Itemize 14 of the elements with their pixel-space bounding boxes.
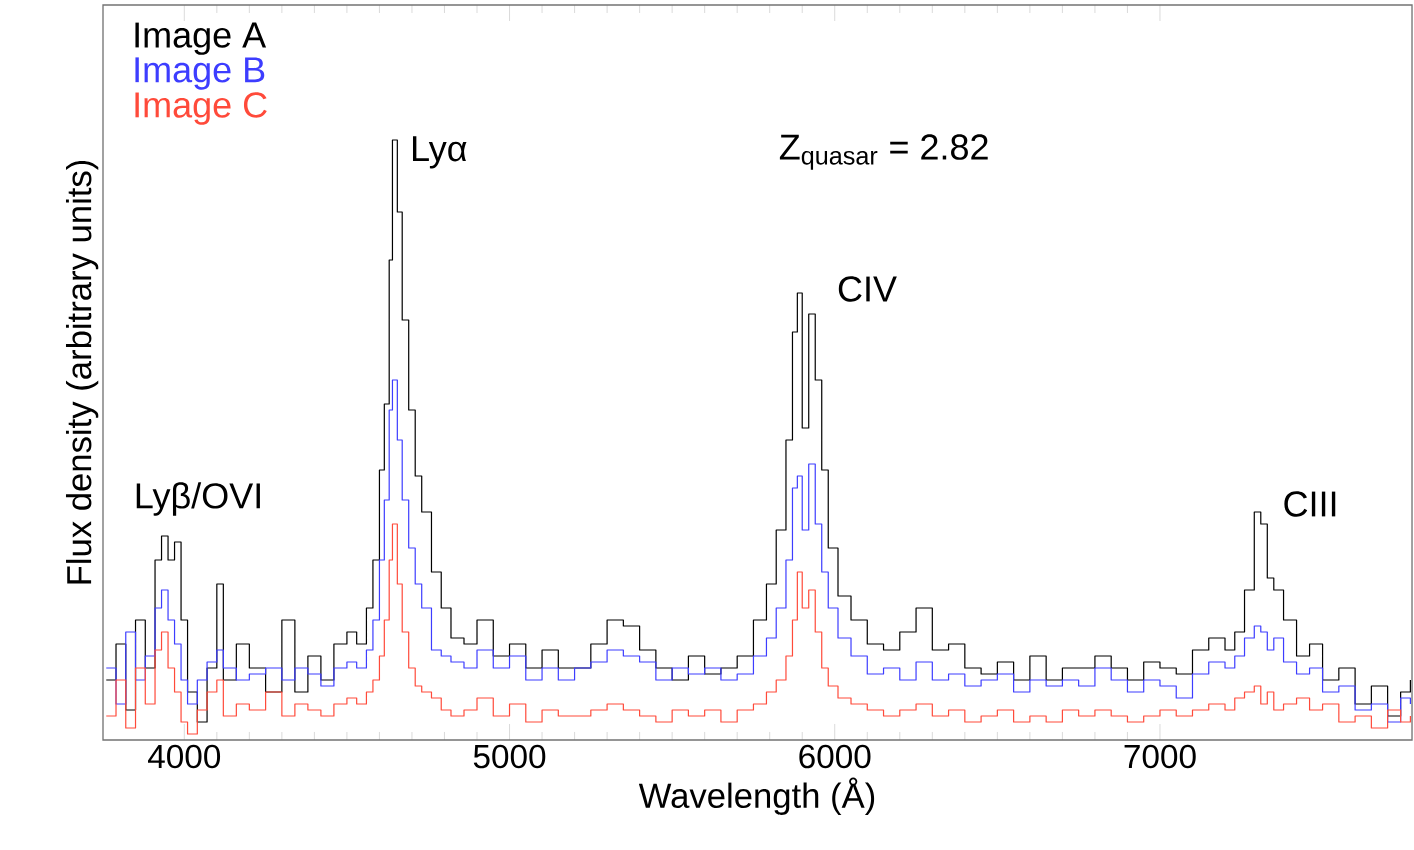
y-axis-title: Flux density (arbitrary units) [65,160,99,584]
x-tick-label: 7000 [1124,744,1196,769]
text: Image A [135,22,267,55]
x-axis-title: Wavelength (Å) [638,777,875,815]
annotation: CIV [838,276,897,302]
x-tick-label: 6000 [799,744,871,769]
annotation: Lyα [413,136,467,169]
annotation: CIII [1284,491,1336,517]
annotation: Lyβ/OVI [136,482,260,516]
text: Image B [135,57,265,90]
x-tick-label: 5000 [473,744,546,769]
annotation: Z$_{quasar}$ = 2.82 [779,134,988,170]
text: Image C [135,92,267,125]
x-tick-label: 4000 [148,744,221,769]
